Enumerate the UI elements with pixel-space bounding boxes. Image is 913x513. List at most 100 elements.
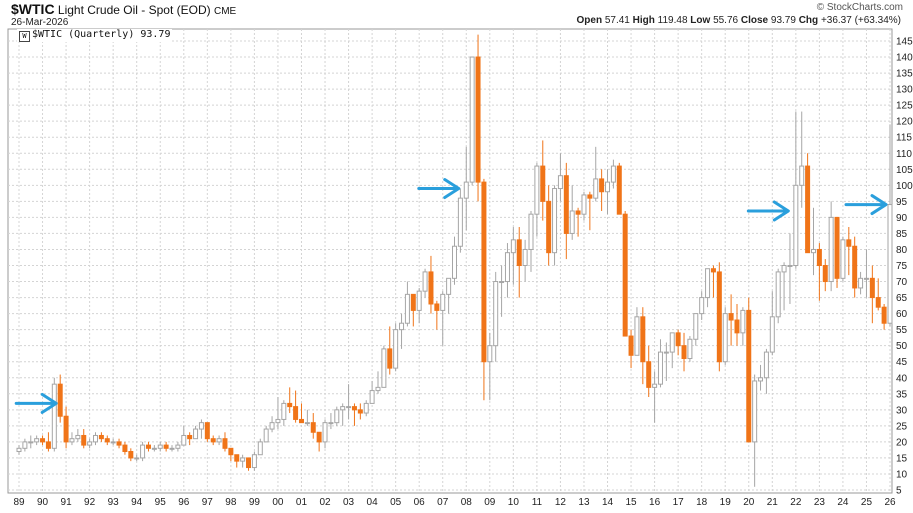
candle-body — [140, 444, 146, 459]
candle-body — [575, 210, 581, 215]
candle-body — [287, 402, 293, 408]
candle-body — [293, 406, 299, 420]
candle-body — [257, 441, 263, 456]
candle-body — [69, 438, 75, 443]
candle-body — [22, 441, 28, 449]
candle-body — [487, 345, 493, 363]
x-tick-label: 25 — [861, 497, 873, 508]
candle-body — [599, 178, 605, 193]
candle-body — [569, 210, 575, 234]
x-tick-label: 94 — [131, 497, 143, 508]
candle-body — [428, 271, 434, 305]
candle-body — [628, 335, 634, 356]
y-tick-label: 115 — [896, 133, 912, 144]
candle-body — [528, 213, 534, 250]
candle-body — [657, 351, 663, 385]
annotation-arrow — [844, 194, 888, 216]
candle-body — [746, 309, 752, 443]
candle-body — [298, 418, 304, 424]
x-tick-label: 13 — [578, 497, 590, 508]
candle-body — [775, 271, 781, 318]
candle-body — [728, 313, 734, 321]
candle-body — [675, 332, 681, 347]
candle-body — [634, 316, 640, 356]
candle-body — [375, 386, 381, 392]
candle-body — [552, 188, 558, 254]
x-tick-label: 21 — [767, 497, 779, 508]
candle-body — [34, 438, 40, 443]
chart-date: 26-Mar-2026 — [11, 17, 69, 28]
y-tick-label: 5 — [896, 486, 902, 497]
candle-body — [605, 181, 611, 193]
candle-body — [322, 422, 328, 443]
y-tick-label: 30 — [896, 405, 908, 416]
x-tick-label: 24 — [837, 497, 849, 508]
candle-body — [404, 293, 410, 324]
y-tick-label: 145 — [896, 37, 913, 48]
x-tick-label: 15 — [625, 497, 637, 508]
x-tick-label: 16 — [649, 497, 661, 508]
candle-body — [563, 175, 569, 234]
x-tick-label: 11 — [532, 497, 543, 508]
candle-body — [246, 457, 252, 469]
candle-body — [251, 454, 257, 469]
candle-body — [881, 306, 887, 324]
candle-body — [710, 268, 716, 273]
x-tick-label: 12 — [555, 497, 567, 508]
candle-body — [863, 277, 869, 280]
candle-body — [669, 332, 675, 353]
candle-body — [346, 406, 352, 409]
x-tick-label: 17 — [673, 497, 685, 508]
candle-body — [587, 194, 593, 199]
candle-body — [681, 345, 687, 360]
y-tick-label: 60 — [896, 309, 908, 320]
x-tick-label: 04 — [367, 497, 379, 508]
y-tick-label: 140 — [896, 53, 913, 64]
candle-body — [840, 239, 846, 279]
candle-body — [93, 434, 99, 443]
low-value: 55.76 — [713, 15, 739, 26]
y-tick-label: 105 — [896, 165, 913, 176]
candle-body — [151, 447, 157, 450]
candle-body — [363, 402, 369, 414]
candle-body — [40, 438, 46, 443]
candle-body — [210, 438, 216, 443]
candle-body — [646, 361, 652, 388]
candle-body — [722, 313, 728, 363]
x-tick-label: 20 — [743, 497, 755, 508]
candle-body — [234, 454, 240, 462]
candle-body — [334, 409, 340, 424]
candle-body — [758, 377, 764, 382]
y-tick-label: 135 — [896, 69, 913, 80]
candle-body — [805, 165, 811, 254]
candle-body — [157, 444, 163, 449]
y-tick-label: 110 — [896, 149, 912, 160]
x-tick-label: 14 — [602, 497, 614, 508]
candle-body — [51, 383, 57, 449]
candle-body — [28, 441, 34, 444]
candle-body — [410, 293, 416, 311]
candle-body — [540, 165, 546, 202]
candle-body — [546, 200, 552, 254]
candle-body — [693, 313, 699, 340]
y-tick-label: 95 — [896, 197, 908, 208]
candle-body — [434, 303, 440, 311]
candle-body — [663, 351, 669, 354]
candle-body — [763, 351, 769, 379]
x-tick-label: 99 — [249, 497, 261, 508]
x-tick-label: 08 — [461, 497, 473, 508]
candle-body — [16, 447, 22, 453]
candle-body — [422, 271, 428, 292]
candle-body — [593, 178, 599, 199]
x-tick-label: 89 — [13, 497, 25, 508]
candle-body — [481, 181, 487, 363]
y-tick-label: 85 — [896, 229, 908, 240]
x-tick-label: 01 — [296, 497, 308, 508]
x-tick-label: 18 — [696, 497, 708, 508]
candle-body — [452, 245, 457, 279]
candle-body — [304, 422, 310, 425]
candle-body — [269, 422, 275, 430]
candle-body — [457, 197, 463, 247]
candle-body — [516, 239, 522, 266]
legend-text: $WTIC (Quarterly) 93.79 — [32, 29, 171, 40]
